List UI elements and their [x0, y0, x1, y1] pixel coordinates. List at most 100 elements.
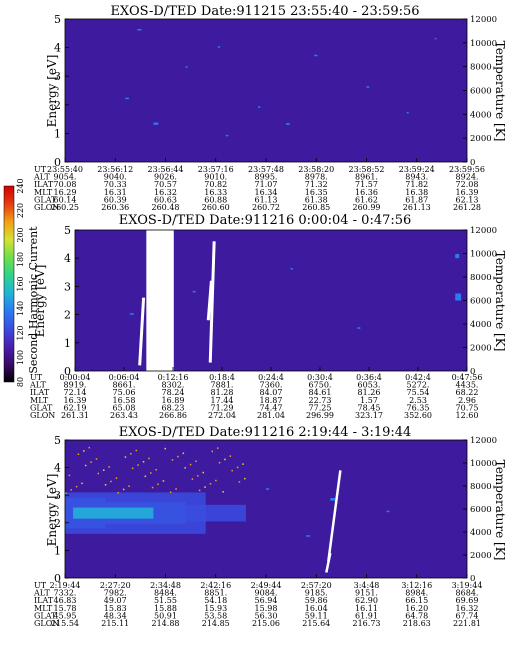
ephemeris-value: 71.57	[355, 180, 378, 189]
ephemeris-value: 17.44	[211, 396, 234, 405]
ephemeris-value: 9185.	[305, 589, 328, 598]
ytick-label: 2	[54, 99, 61, 112]
ephemeris-value: 72.14	[64, 388, 87, 397]
colorbar: 80 100 120 140 160 180 200 220 240 Second Harmon…	[3, 178, 40, 387]
ephemeris-value: 2.96	[458, 396, 476, 405]
heatmap-patch	[266, 488, 270, 490]
colorbar-scale	[3, 185, 15, 383]
heatmap-speck	[236, 466, 239, 469]
ytick-label: 0	[64, 365, 71, 378]
ephemeris-value: 15.93	[204, 604, 227, 613]
ytick-label: 2	[54, 517, 61, 530]
heatmap-patch	[153, 122, 159, 125]
ephemeris-value: 18.87	[260, 396, 283, 405]
heatmap-patch	[406, 111, 409, 114]
heatmap-speck	[229, 455, 232, 457]
ephemeris-value: 8684.	[456, 589, 479, 598]
heatmap-patch	[455, 293, 462, 301]
y2tick-label: 12000	[470, 436, 497, 446]
ephemeris-value: 64.78	[405, 611, 428, 620]
heatmap-speck	[65, 492, 67, 494]
white-streak	[206, 280, 213, 321]
ephemeris-value: 0:06:04	[109, 373, 140, 382]
heatmap-speck	[83, 450, 85, 452]
heatmap-speck	[182, 452, 185, 455]
ephemeris-value: 7360.	[260, 381, 283, 390]
ephemeris-value: 23:56:44	[148, 165, 184, 174]
panel-3-ylabel: Energy [eV]	[45, 474, 59, 547]
ephemeris-row-label: ALT	[33, 589, 50, 598]
ytick-label: 5	[54, 13, 61, 26]
heatmap-speck	[231, 469, 233, 472]
ephemeris-row-label: MLT	[34, 604, 53, 613]
ephemeris-value: 0:36:4	[356, 373, 382, 382]
heatmap-band	[73, 507, 154, 519]
ephemeris-value: 67.74	[456, 611, 479, 620]
heatmap-speck	[131, 467, 134, 470]
ephemeris-value: 9010.	[204, 173, 227, 182]
ephemeris-row-label: ILAT	[30, 388, 50, 397]
heatmap-speck	[175, 488, 177, 490]
heatmap-patch	[137, 29, 142, 31]
ephemeris-value: 7881.	[211, 381, 234, 390]
heatmap-speck	[110, 480, 112, 483]
ephemeris-value: 0:18:4	[209, 373, 235, 382]
ephemeris-value: 8851.	[204, 589, 227, 598]
ephemeris-value: 6750.	[309, 381, 332, 390]
heatmap-speck	[142, 461, 145, 463]
ephemeris-value: 215.06	[252, 619, 280, 628]
heatmap-speck	[84, 464, 87, 467]
ephemeris-value: 15.78	[54, 604, 77, 613]
heatmap-speck	[218, 461, 221, 464]
heatmap-speck	[157, 483, 159, 486]
colorbar-tick-label: 220	[16, 203, 25, 218]
ephemeris-value: 263.43	[110, 411, 138, 420]
heatmap-speck	[155, 468, 157, 471]
heatmap-patch	[455, 253, 460, 259]
ephemeris-row-label: GLON	[30, 411, 55, 420]
heatmap-patch	[286, 123, 290, 125]
ephemeris-value: 2:19:44	[50, 581, 81, 590]
ephemeris-value: 65.08	[113, 403, 136, 412]
colorbar-tick-label: 120	[16, 325, 25, 340]
ephemeris-value: 15.83	[104, 604, 127, 613]
ephemeris-value: 9084.	[255, 589, 278, 598]
ephemeris-row-label: GLON	[34, 203, 59, 212]
ephemeris-row-label: GLAT	[30, 403, 53, 412]
ephemeris-value: 2:27:20	[100, 581, 131, 590]
panel-2-y2label: Temperature [K]	[493, 251, 505, 352]
ephemeris-value: 23:58:20	[298, 165, 334, 174]
ephemeris-value: 3:4:48	[354, 581, 380, 590]
heatmap-patch	[386, 510, 390, 513]
panel-2-title: EXOS-D/TED Date:911216 0:00:04 - 0:47:56	[119, 213, 412, 228]
ephemeris-value: 23:57:16	[198, 165, 234, 174]
heatmap-speck	[77, 453, 80, 455]
ephemeris-row-label: UT	[34, 165, 47, 174]
ephemeris-value: 61.87	[405, 195, 428, 204]
ephemeris-row-label: GLON	[34, 619, 59, 628]
ephemeris-value: 16.39	[64, 396, 87, 405]
y2tick-label: 2000	[470, 344, 492, 354]
ephemeris-row-label: ALT	[33, 173, 50, 182]
heatmap-speck	[177, 455, 179, 458]
ephemeris-value: 12.60	[456, 411, 479, 420]
ephemeris-value: 260.99	[353, 203, 381, 212]
heatmap-background	[65, 19, 467, 162]
ephemeris-value: 3:12:16	[401, 581, 432, 590]
ephemeris-row-label: GLAT	[34, 611, 57, 620]
ephemeris-value: 9151.	[355, 589, 378, 598]
heatmap-patch	[257, 106, 261, 108]
heatmap-speck	[209, 483, 212, 485]
heatmap-speck	[191, 478, 194, 480]
ephemeris-value: 16.29	[54, 188, 77, 197]
heatmap-speck	[204, 486, 206, 488]
heatmap-speck	[202, 471, 204, 474]
ephemeris-value: 352.60	[404, 411, 432, 420]
heatmap-speck	[215, 479, 217, 482]
heatmap-speck	[68, 474, 71, 477]
ephemeris-value: 16.39	[456, 188, 479, 197]
ephemeris-value: 2:34:48	[150, 581, 181, 590]
heatmap-speck	[90, 461, 92, 463]
